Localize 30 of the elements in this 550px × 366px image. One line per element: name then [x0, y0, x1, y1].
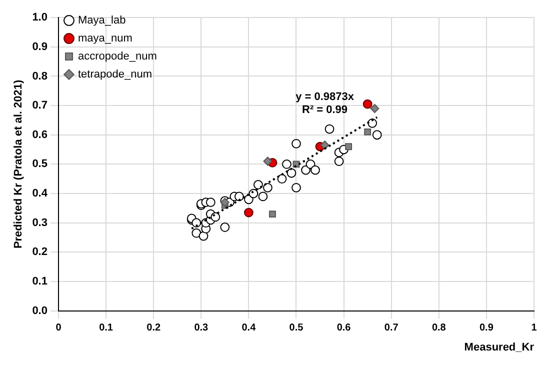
x-tick-label: 0.7	[384, 322, 399, 334]
x-tick-label: 0	[56, 322, 62, 334]
x-tick-label: 0.4	[242, 322, 256, 334]
y-tick-label: 0.0	[32, 304, 48, 317]
y-tick-label: 0.6	[32, 128, 48, 141]
y-tick-label: 0.3	[32, 216, 48, 229]
y-tick-label: 0.2	[32, 246, 48, 258]
y-tick-label: 0.5	[32, 158, 48, 170]
x-tick-label: 0.1	[99, 322, 114, 334]
legend-label: Maya_lab	[78, 14, 126, 27]
y-tick-label: 0.8	[32, 70, 48, 82]
annotation: R² = 0.99	[302, 104, 348, 116]
x-axis-title: Measured_Kr	[464, 341, 535, 354]
y-tick-label: 0.9	[32, 40, 48, 53]
y-axis-title: Predicted Kr (Pratola et al. 2021)	[12, 79, 25, 249]
x-tick-label: 1	[531, 322, 538, 334]
x-tick-label: 0.3	[194, 322, 209, 334]
x-tick-label: 0.2	[146, 322, 161, 334]
y-tick-label: 0.7	[32, 100, 48, 112]
y-tick-label: 0.1	[32, 276, 48, 288]
x-tick-label: 0.6	[336, 322, 352, 334]
legend-label: accropode_num	[78, 50, 157, 63]
y-tick-label: 1.0	[32, 12, 48, 24]
legend-label: tetrapode_num	[78, 68, 152, 81]
legend-label: maya_num	[78, 32, 132, 45]
x-tick-label: 0.5	[289, 322, 304, 334]
x-tick-label: 0.8	[432, 322, 446, 334]
y-tick-label: 0.4	[32, 188, 48, 200]
annotation: y = 0.9873x	[296, 90, 355, 103]
x-tick-label: 0.9	[479, 322, 494, 334]
